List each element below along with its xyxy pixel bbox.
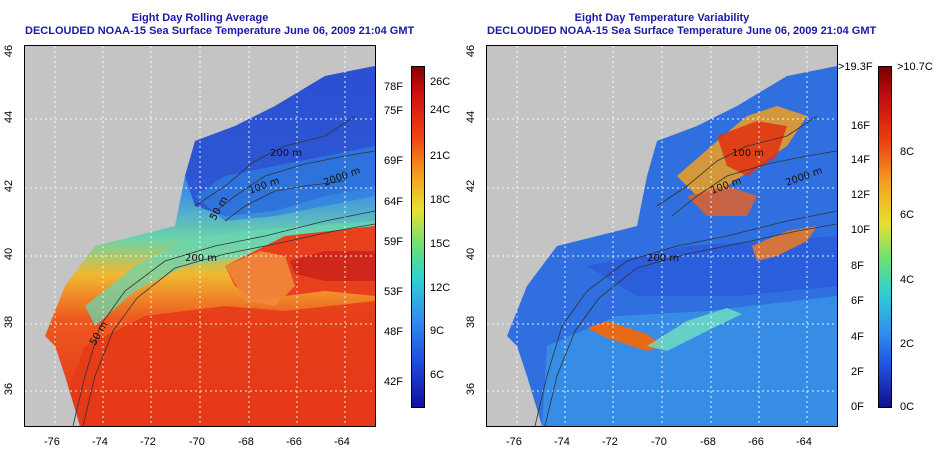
- contour-label: 200 m: [185, 253, 217, 264]
- colorbar-label: 4F: [851, 331, 864, 343]
- y-tick: 44: [3, 110, 15, 124]
- colorbar-label: 48F: [384, 326, 403, 338]
- x-tick: -74: [92, 436, 108, 448]
- colorbar-label: 10F: [851, 224, 870, 236]
- y-tick: 36: [3, 382, 15, 396]
- colorbar-label: 78F: [384, 81, 403, 93]
- y-tick: 42: [465, 179, 477, 193]
- x-tick: -66: [286, 436, 302, 448]
- colorbar-label: 53F: [384, 286, 403, 298]
- colorbar-label: >10.7C: [897, 61, 933, 73]
- colorbar-label: 4C: [900, 274, 915, 286]
- colorbar-label: 8F: [851, 260, 864, 272]
- right-map: 200 m 100 m 2000 m 100 m: [486, 45, 838, 427]
- contour-label: 100 m: [732, 148, 764, 159]
- colorbar-label: 2C: [900, 338, 915, 350]
- right-title: Eight Day Temperature Variability: [574, 12, 750, 24]
- y-tick: 40: [3, 247, 15, 261]
- left-map: 50 m 200 m 2000 m 100 m 200 m 50 m: [24, 45, 376, 427]
- x-tick: -64: [796, 436, 812, 448]
- x-tick: -70: [651, 436, 667, 448]
- contour-label: 200 m: [647, 253, 679, 264]
- colorbar-label: 6C: [900, 209, 915, 221]
- colorbar-label: 6C: [430, 369, 445, 381]
- contour-label: 200 m: [270, 148, 302, 159]
- x-tick: -74: [554, 436, 570, 448]
- colorbar-label: 75F: [384, 105, 403, 117]
- x-tick: -76: [506, 436, 522, 448]
- x-tick: -68: [700, 436, 716, 448]
- grid-lines: [487, 46, 837, 426]
- x-tick: -68: [238, 436, 254, 448]
- colorbar-label: 12F: [851, 189, 870, 201]
- colorbar-label: >19.3F: [838, 61, 873, 73]
- colorbar-label: 9C: [430, 325, 445, 337]
- colorbar-label: 26C: [430, 76, 451, 88]
- colorbar-label: 42F: [384, 376, 403, 388]
- colorbar-label: 0C: [900, 401, 915, 413]
- sst-variability-map: 200 m 100 m 2000 m 100 m: [487, 46, 837, 426]
- y-tick: 42: [3, 179, 15, 193]
- y-tick: 44: [465, 110, 477, 124]
- y-tick: 46: [3, 44, 15, 58]
- bathymetry-contours: [534, 115, 837, 426]
- colorbar-label: 21C: [430, 150, 451, 162]
- colorbar-label: 24C: [430, 104, 451, 116]
- colorbar-label: 16F: [851, 120, 870, 132]
- x-tick: -76: [44, 436, 60, 448]
- x-tick: -72: [602, 436, 618, 448]
- x-tick: -64: [334, 436, 350, 448]
- right-subtitle: DECLOUDED NOAA-15 Sea Surface Temperatur…: [487, 25, 877, 37]
- left-subtitle: DECLOUDED NOAA-15 Sea Surface Temperatur…: [25, 25, 415, 37]
- y-tick: 46: [465, 44, 477, 58]
- grid-lines: [25, 46, 375, 426]
- colorbar-label: 8C: [900, 146, 915, 158]
- y-tick: 38: [465, 315, 477, 329]
- sst-average-map: 50 m 200 m 2000 m 100 m 200 m 50 m: [25, 46, 375, 426]
- colorbar-label: 12C: [430, 282, 451, 294]
- colorbar-label: 15C: [430, 238, 451, 250]
- y-tick: 38: [3, 315, 15, 329]
- colorbar-label: 59F: [384, 236, 403, 248]
- colorbar-label: 18C: [430, 194, 451, 206]
- colorbar-label: 2F: [851, 366, 864, 378]
- x-tick: -66: [748, 436, 764, 448]
- y-tick: 36: [465, 382, 477, 396]
- colorbar-label: 0F: [851, 401, 864, 413]
- x-tick: -72: [140, 436, 156, 448]
- y-tick: 40: [465, 247, 477, 261]
- left-colorbar: [411, 66, 425, 408]
- x-tick: -70: [189, 436, 205, 448]
- colorbar-label: 14F: [851, 154, 870, 166]
- right-colorbar: [878, 66, 892, 408]
- colorbar-label: 69F: [384, 155, 403, 167]
- colorbar-label: 64F: [384, 196, 403, 208]
- left-title: Eight Day Rolling Average: [131, 12, 269, 24]
- colorbar-label: 6F: [851, 295, 864, 307]
- bathymetry-contours: [72, 115, 375, 426]
